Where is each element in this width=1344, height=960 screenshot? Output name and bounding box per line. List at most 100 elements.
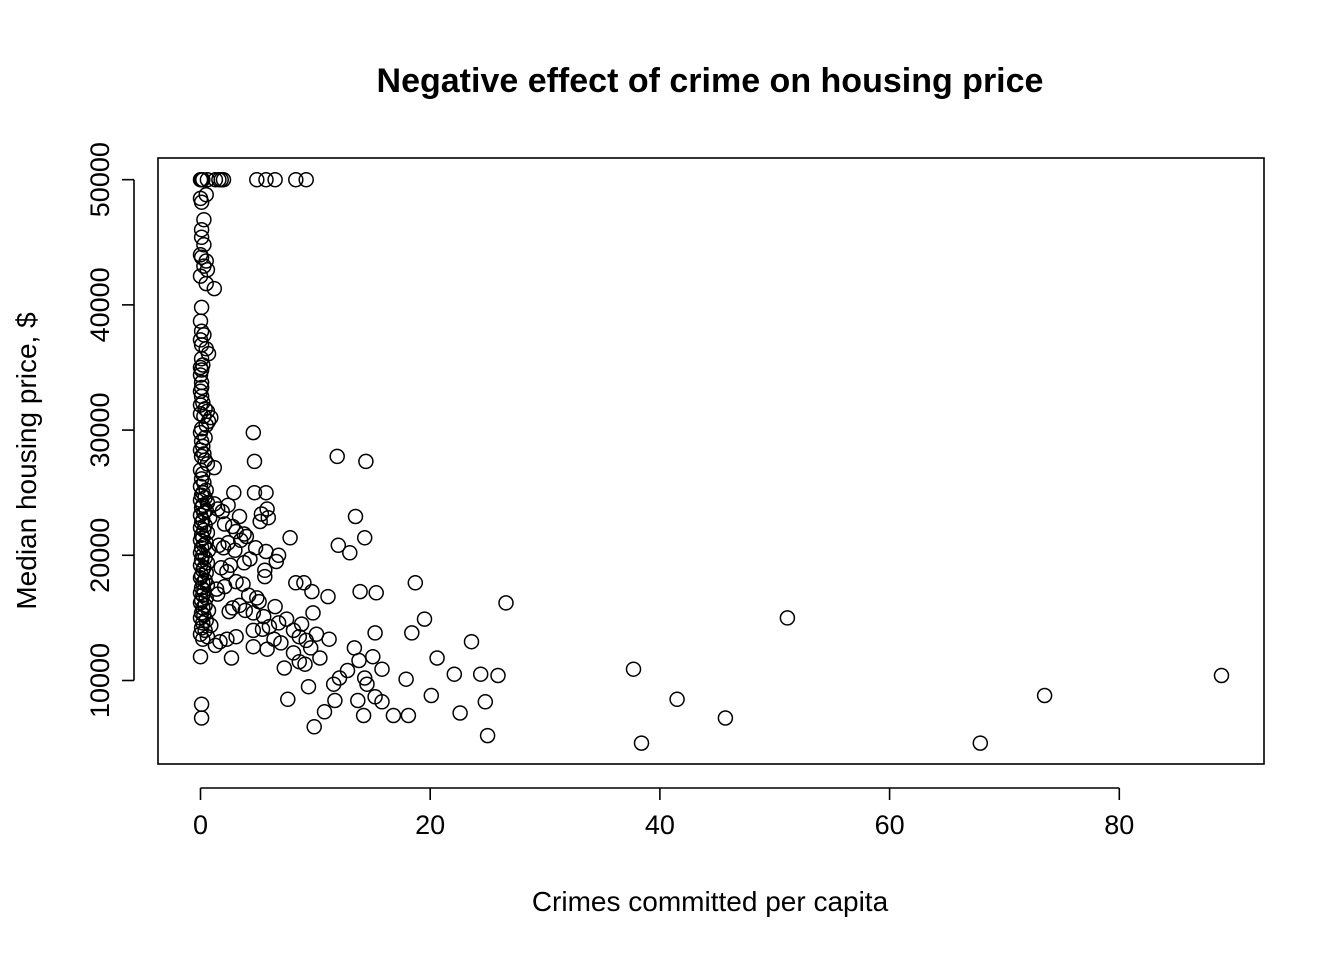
- data-point: [254, 621, 271, 637]
- data-point: [193, 194, 210, 210]
- data-point: [625, 661, 642, 677]
- data-point: [669, 691, 685, 708]
- data-point: [193, 350, 210, 367]
- data-point: [329, 448, 345, 465]
- data-point: [193, 249, 210, 266]
- data-point: [472, 666, 489, 682]
- data-point: [365, 648, 381, 665]
- data-point: [273, 635, 289, 651]
- data-point: [339, 662, 356, 679]
- data-point: [259, 501, 275, 517]
- data-point: [463, 633, 480, 650]
- data-point: [351, 652, 367, 669]
- data-point: [267, 598, 283, 615]
- data-point: [260, 509, 277, 526]
- data-point: [193, 710, 210, 726]
- data-point: [221, 603, 237, 620]
- data-point: [276, 660, 293, 676]
- data-point: [355, 707, 372, 724]
- data-point: [193, 229, 210, 246]
- data-point: [297, 656, 313, 672]
- y-tick-label: 40000: [85, 267, 115, 342]
- data-point: [252, 513, 268, 530]
- data-point: [249, 171, 265, 188]
- data-point: [193, 696, 210, 713]
- data-point: [350, 692, 366, 709]
- x-tick-label: 80: [1104, 810, 1134, 840]
- x-tick-label: 0: [193, 810, 208, 840]
- plot-frame: [157, 157, 1265, 765]
- data-point: [220, 497, 236, 513]
- data-point: [226, 484, 242, 501]
- data-point: [209, 586, 226, 602]
- data-point: [498, 595, 514, 611]
- data-point: [285, 645, 302, 661]
- data-point: [416, 611, 433, 627]
- data-point: [342, 545, 358, 561]
- data-point: [245, 424, 262, 441]
- data-point: [367, 625, 383, 641]
- data-point: [407, 575, 424, 591]
- data-point: [196, 327, 212, 343]
- data-point: [268, 553, 285, 570]
- data-point: [196, 211, 212, 228]
- chart-title: Negative effect of crime on housing pric…: [377, 62, 1044, 100]
- data-point: [316, 704, 333, 720]
- data-point: [429, 650, 445, 666]
- data-point: [385, 707, 402, 724]
- data-point: [259, 641, 275, 657]
- data-point: [193, 620, 210, 636]
- data-point: [196, 474, 212, 491]
- data-point: [356, 530, 373, 546]
- data-point: [196, 537, 212, 554]
- data-point: [374, 694, 390, 710]
- data-point: [270, 615, 287, 631]
- data-point: [195, 631, 211, 647]
- data-point: [192, 648, 209, 665]
- data-point: [195, 530, 211, 546]
- data-point: [192, 442, 209, 458]
- data-point: [633, 735, 650, 751]
- data-point: [195, 171, 211, 188]
- data-point: [196, 408, 212, 425]
- data-point: [212, 633, 228, 650]
- x-axis: 0 20 40 60 80: [193, 787, 1134, 840]
- data-point: [237, 602, 254, 619]
- y-tick-label: 20000: [85, 518, 115, 593]
- data-point: [201, 509, 218, 526]
- data-point: [304, 583, 320, 600]
- data-point: [231, 508, 248, 525]
- data-point: [219, 563, 235, 580]
- data-point: [257, 568, 273, 585]
- data-point: [288, 575, 304, 591]
- data-point: [374, 661, 390, 677]
- data-point: [356, 670, 373, 686]
- data-points: [192, 171, 1230, 751]
- data-point: [206, 280, 223, 297]
- data-point: [199, 555, 216, 571]
- data-point: [300, 678, 317, 695]
- data-point: [404, 625, 420, 641]
- data-point: [246, 484, 263, 501]
- y-tick-label: 50000: [85, 142, 115, 217]
- data-point: [196, 446, 212, 462]
- data-point: [280, 691, 296, 708]
- data-point: [245, 622, 262, 639]
- data-point: [477, 694, 494, 710]
- data-point: [282, 530, 298, 546]
- data-point: [215, 171, 232, 188]
- y-axis: 10000 20000 30000 40000 50000: [85, 142, 135, 718]
- data-point: [312, 650, 328, 666]
- data-point: [249, 590, 265, 606]
- data-point: [246, 453, 263, 470]
- data-point: [352, 583, 368, 600]
- data-point: [321, 631, 337, 647]
- data-point: [203, 617, 219, 634]
- data-point: [216, 516, 233, 532]
- data-point: [224, 518, 241, 535]
- data-point: [223, 650, 240, 666]
- x-tick-label: 20: [415, 810, 445, 840]
- data-point: [203, 409, 219, 426]
- data-point: [228, 523, 244, 540]
